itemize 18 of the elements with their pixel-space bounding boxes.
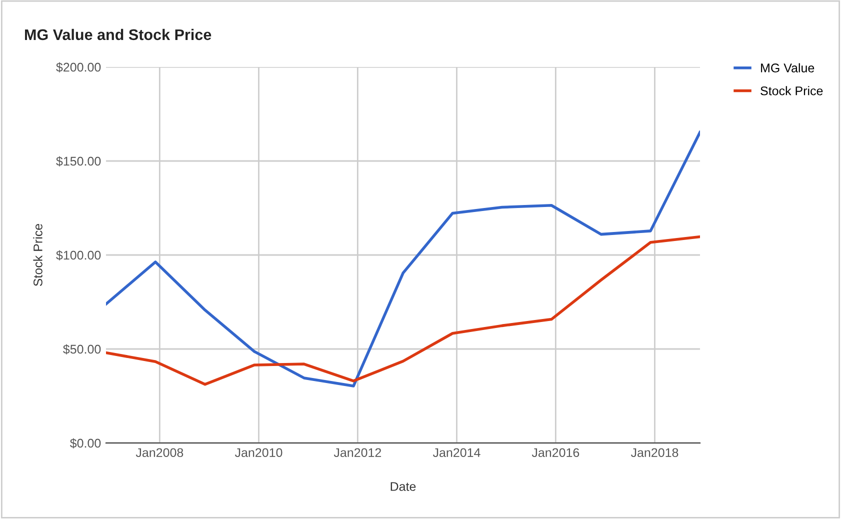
x-tick-label: Jan2012	[334, 448, 382, 458]
line-series	[106, 235, 700, 386]
legend-label: Stock Price	[760, 86, 823, 96]
x-axis-title: Date	[390, 482, 416, 491]
y-tick-label: $150.00	[56, 156, 101, 166]
legend-label: MG Value	[761, 63, 814, 72]
y-axis-title: Stock Price	[33, 224, 42, 286]
x-tick-label: Jan2010	[234, 448, 282, 458]
y-tick-label: $200.00	[56, 62, 101, 72]
line-series	[106, 130, 700, 388]
chart-title: MG Value and Stock Price	[25, 28, 212, 40]
x-tick-label: Jan2014	[432, 448, 480, 458]
y-tick-label: $0.00	[70, 438, 101, 448]
x-tick-label: Jan2008	[136, 448, 184, 458]
x-tick-label: Jan2016	[532, 448, 580, 458]
x-tick-label: Jan2018	[630, 448, 678, 458]
y-tick-label: $50.00	[63, 344, 101, 354]
y-tick-label: $100.00	[56, 250, 101, 260]
